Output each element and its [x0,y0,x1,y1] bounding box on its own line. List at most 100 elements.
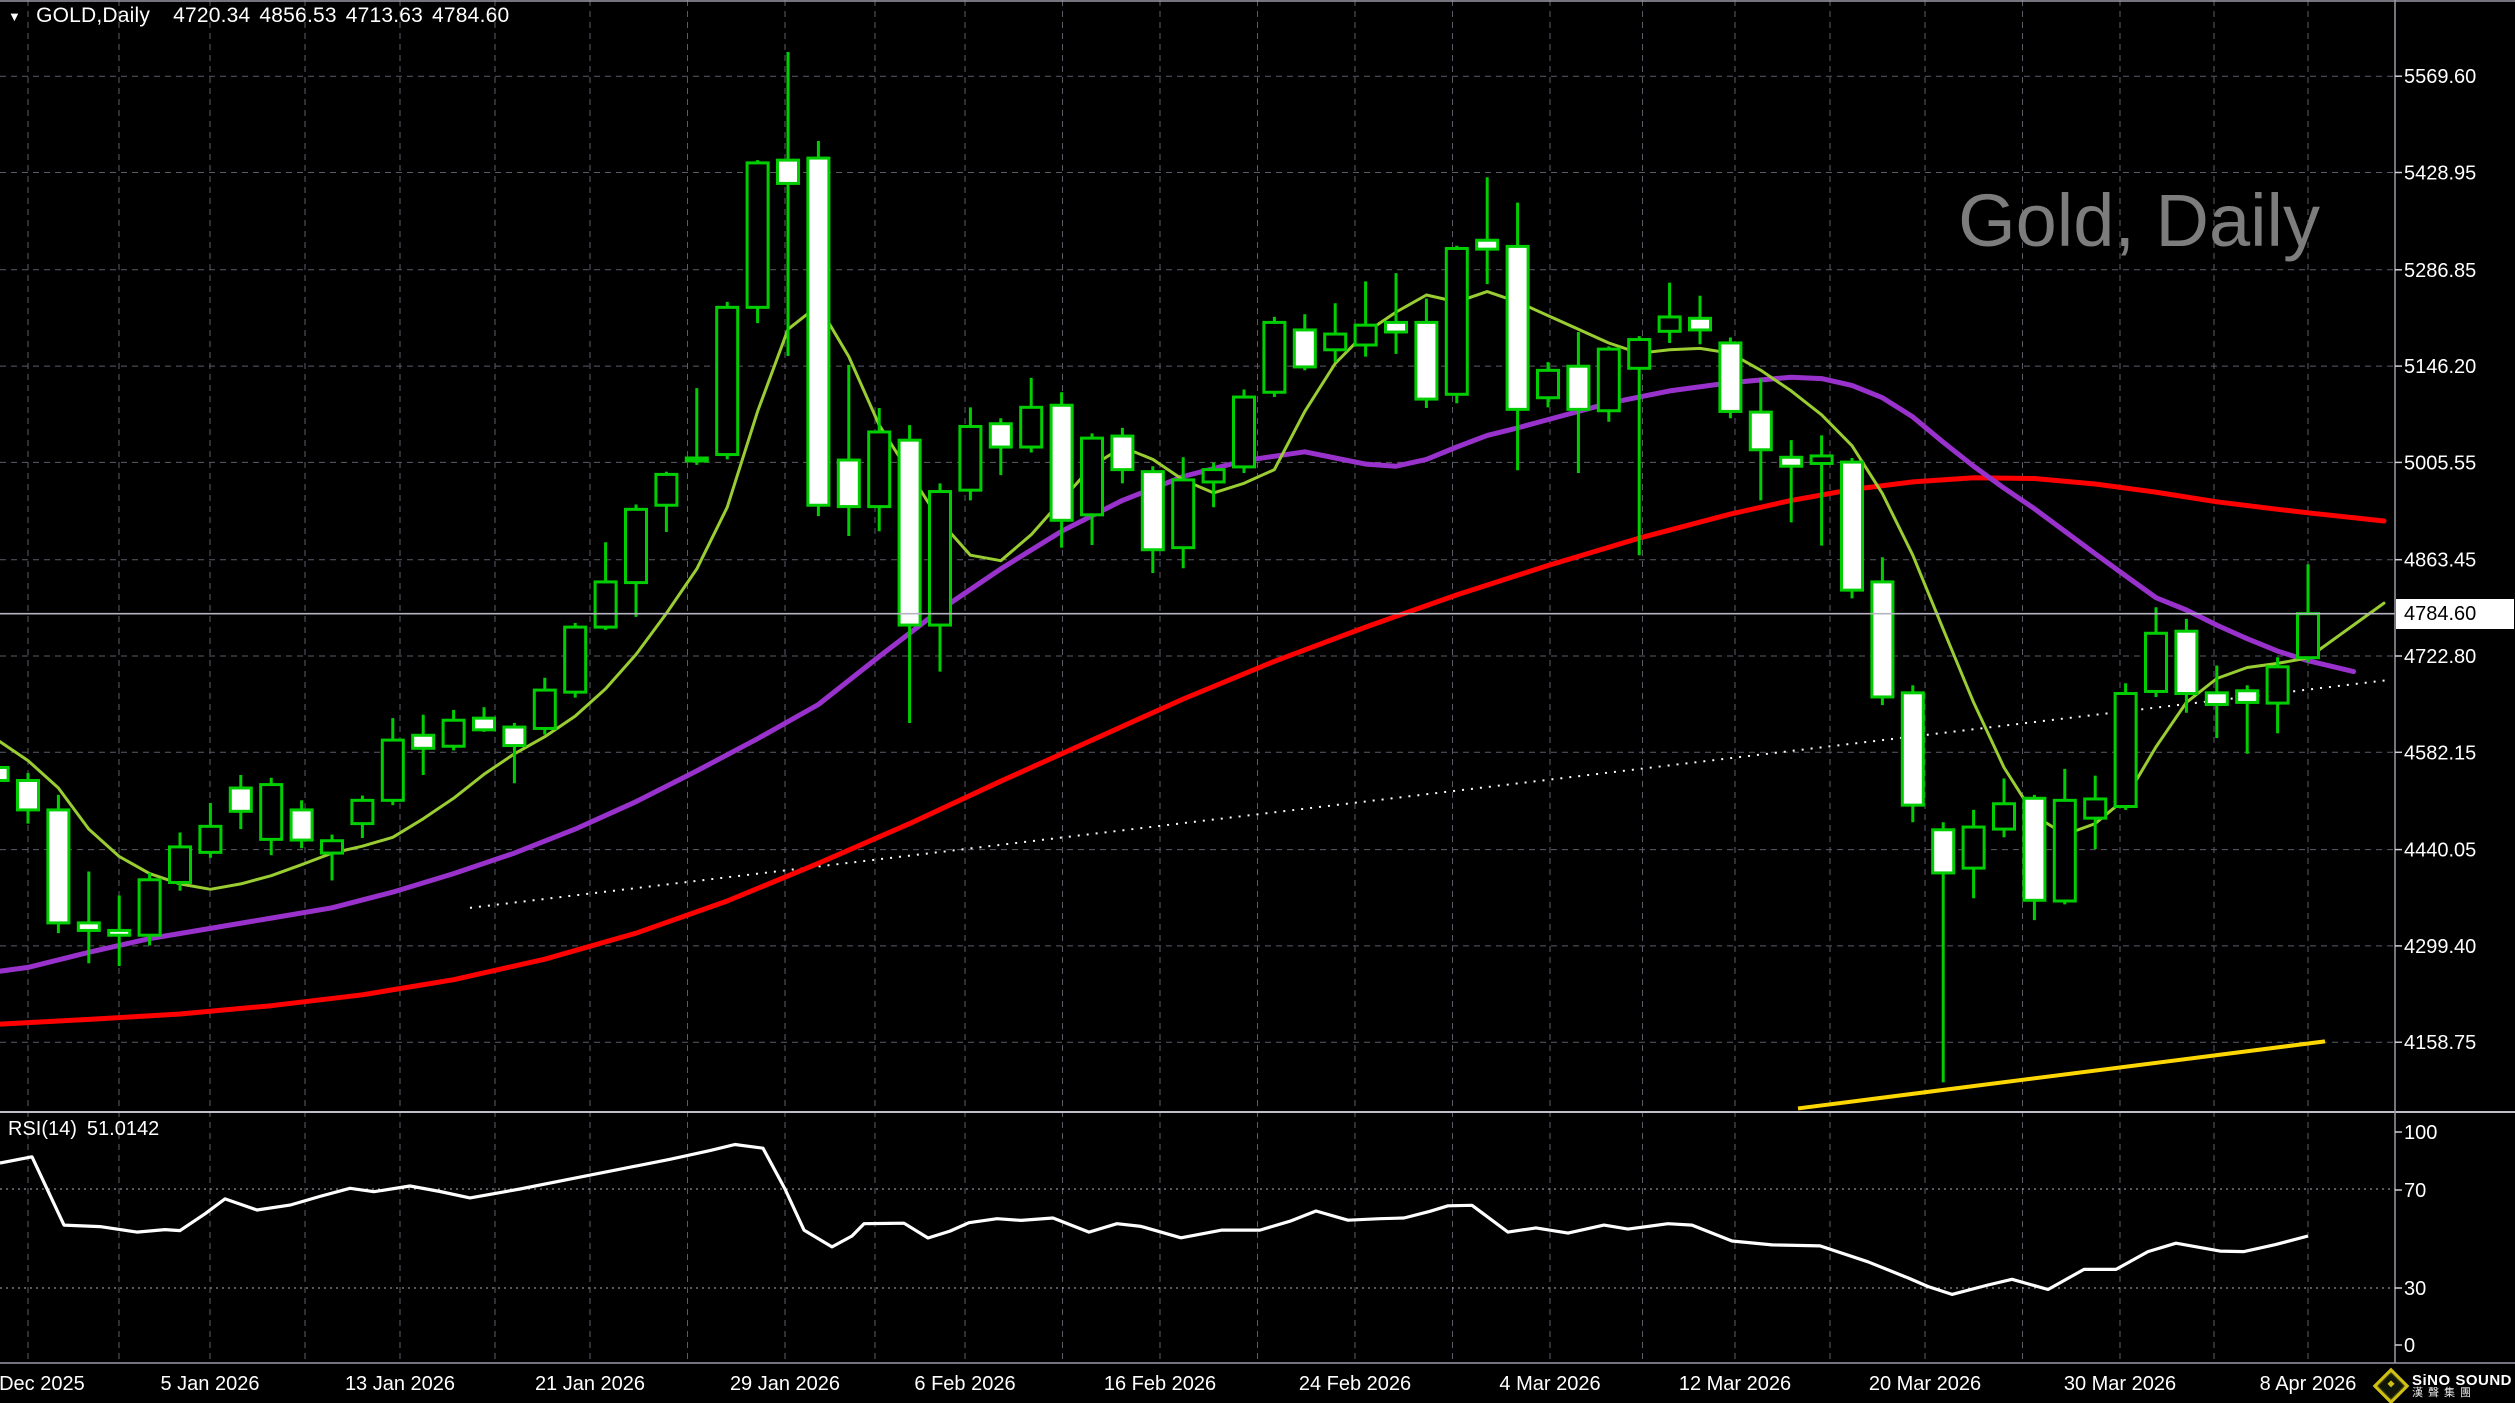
candle[interactable] [1809,435,1834,546]
price-axis-label: 4863.45 [2404,550,2476,572]
broker-logo: SiNO SOUND 漢聲集團 [2372,1367,2512,1403]
candle[interactable] [2144,607,2168,697]
candle[interactable] [1232,389,1256,474]
candle[interactable] [1961,809,1986,899]
candle[interactable] [1657,282,1682,343]
close-value: 4784.60 [432,4,510,27]
candle[interactable] [0,754,10,792]
candle[interactable] [684,388,709,465]
candle[interactable] [502,722,527,784]
candle[interactable] [1870,557,1895,706]
candle[interactable] [198,803,223,858]
candle[interactable] [2083,775,2108,849]
candle[interactable] [2204,665,2229,739]
candle[interactable] [1171,457,1196,569]
candle[interactable] [350,795,375,838]
candle[interactable] [441,709,466,751]
candle[interactable] [472,707,496,732]
candle[interactable] [411,714,436,776]
candle[interactable] [1779,440,1804,523]
candle[interactable] [745,160,770,324]
rsi-scale-label: 30 [2404,1278,2426,1300]
candle[interactable] [320,834,344,881]
broker-logo-brand: SiNO SOUND [2411,1371,2512,1389]
candle[interactable] [654,471,679,532]
candle[interactable] [1384,273,1408,354]
candle[interactable] [1353,281,1378,357]
candle[interactable] [1627,336,1652,556]
candle[interactable] [1596,346,1621,422]
candle[interactable] [2113,683,2138,810]
rsi-scale-label: 70 [2404,1180,2426,1202]
date-axis-label: 20 Mar 2026 [1869,1373,1981,1395]
symbol-timeframe-label: GOLD,Daily [36,4,151,27]
yellow-trendline[interactable] [1797,1039,2326,1111]
candle[interactable] [46,794,71,934]
candle[interactable] [1414,298,1439,409]
candle[interactable] [563,622,588,698]
candle[interactable] [1475,177,1500,285]
rsi-axis[interactable]: 100 70 30 0 [2395,1122,2437,1357]
candle[interactable] [1992,778,2016,838]
candle[interactable] [593,542,618,630]
candle[interactable] [1080,433,1104,545]
candle[interactable] [107,895,132,967]
candle[interactable] [1931,822,1956,1083]
candle[interactable] [1718,337,1743,419]
candle[interactable] [928,483,952,672]
candles[interactable] [0,51,2320,1083]
candle[interactable] [1900,685,1925,823]
candle[interactable] [1444,245,1469,404]
candle[interactable] [2235,685,2260,754]
candle[interactable] [1505,202,1530,471]
price-axis-label: 4722.80 [2404,646,2476,668]
candle[interactable] [1049,392,1074,548]
candle[interactable] [715,301,740,460]
candle[interactable] [1840,457,1864,599]
candle[interactable] [2174,618,2199,713]
candle[interactable] [897,425,922,723]
diamond-logo-icon [2372,1367,2410,1403]
candle[interactable] [1323,303,1348,363]
candle[interactable] [836,364,861,537]
candle[interactable] [228,775,253,830]
candle[interactable] [2265,657,2290,734]
candle[interactable] [2052,768,2077,905]
price-axis[interactable]: 5569.60 5428.95 5286.85 5146.20 5005.55 4863.… [2395,66,2476,1054]
candle[interactable] [1110,427,1135,484]
candle[interactable] [624,504,648,617]
candle[interactable] [1688,295,1712,345]
candle[interactable] [532,677,557,735]
candle[interactable] [1566,331,1591,474]
price-axis-label: 4582.15 [2404,742,2476,764]
candle[interactable] [16,772,40,824]
candle[interactable] [76,871,101,964]
candle[interactable] [776,51,800,356]
candle[interactable] [1019,377,1044,453]
date-axis[interactable]: 24 Dec 2025 5 Jan 2026 13 Jan 2026 21 Jan 2… [0,1373,2356,1395]
candle[interactable] [380,718,405,806]
trendlines[interactable] [469,678,2391,1111]
dotted-white-trendline[interactable] [469,678,2391,909]
candle[interactable] [168,832,192,891]
candle[interactable] [1201,462,1226,508]
candle[interactable] [1536,362,1560,408]
ma-slow-line [0,475,2387,1027]
candle[interactable] [958,407,983,501]
candle[interactable] [806,140,831,517]
candle[interactable] [2022,794,2047,921]
candle[interactable] [1262,316,1287,398]
rsi-scale-label: 100 [2404,1122,2437,1144]
price-axis-label: 4440.05 [2404,840,2476,862]
candle[interactable] [988,418,1013,476]
candle[interactable] [1140,466,1165,574]
candle[interactable] [867,408,892,532]
candle[interactable] [259,777,284,856]
candle[interactable] [289,800,314,849]
candle[interactable] [137,872,162,946]
price-axis-label: 5005.55 [2404,452,2476,474]
candle[interactable] [1292,314,1317,371]
candle[interactable] [1748,378,1773,501]
